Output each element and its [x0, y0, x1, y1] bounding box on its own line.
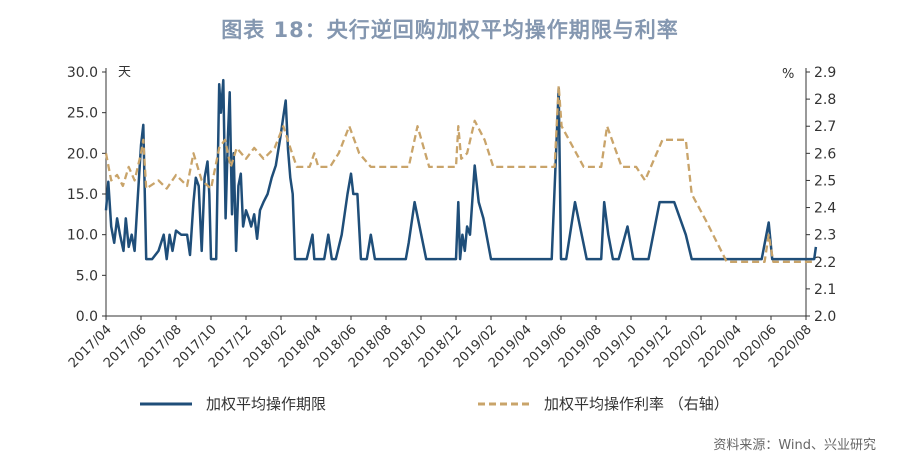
left-axis-unit: 天: [118, 65, 131, 80]
right-tick-label: 2.3: [814, 228, 836, 244]
left-tick-label: 5.0: [76, 268, 98, 284]
right-tick-label: 2.7: [814, 119, 836, 135]
right-tick-label: 2.1: [814, 282, 836, 298]
right-axis-ticks: 2.0 2.1 2.2 2.3 2.4 2.5 2.6 2.7 2.8 2.9: [806, 65, 836, 325]
right-tick-label: 2.5: [814, 173, 836, 189]
right-tick-label: 2.4: [814, 201, 836, 217]
left-tick-label: 15.0: [67, 187, 98, 203]
legend-term-label: 加权平均操作期限: [206, 395, 326, 413]
right-tick-label: 2.0: [814, 309, 836, 325]
axes: [105, 68, 807, 317]
right-tick-label: 2.9: [814, 65, 836, 81]
legend-rate-label: 加权平均操作利率 （右轴）: [544, 395, 729, 413]
source-note: 资料来源：Wind、兴业研究: [713, 438, 876, 453]
right-axis-unit: %: [782, 67, 794, 82]
left-tick-label: 10.0: [67, 228, 98, 244]
series-line-term: [104, 78, 818, 261]
left-axis-ticks: 0.0 5.0 10.0 15.0 20.0 25.0 30.0: [67, 65, 106, 325]
legend: 加权平均操作期限 加权平均操作利率 （右轴）: [140, 395, 729, 413]
series-group: [104, 78, 818, 263]
right-tick-label: 2.8: [814, 92, 836, 108]
left-tick-label: 30.0: [67, 65, 98, 81]
left-tick-label: 25.0: [67, 106, 98, 122]
chart-title: 图表 18：央行逆回购加权平均操作期限与利率: [221, 18, 679, 42]
right-tick-label: 2.6: [814, 146, 836, 162]
series-line-rate: [104, 84, 816, 263]
x-axis-ticks: 2017/042017/062017/082017/102017/122018/…: [66, 316, 815, 371]
right-tick-label: 2.2: [814, 255, 836, 271]
left-tick-label: 0.0: [76, 309, 98, 325]
left-tick-label: 20.0: [67, 146, 98, 162]
